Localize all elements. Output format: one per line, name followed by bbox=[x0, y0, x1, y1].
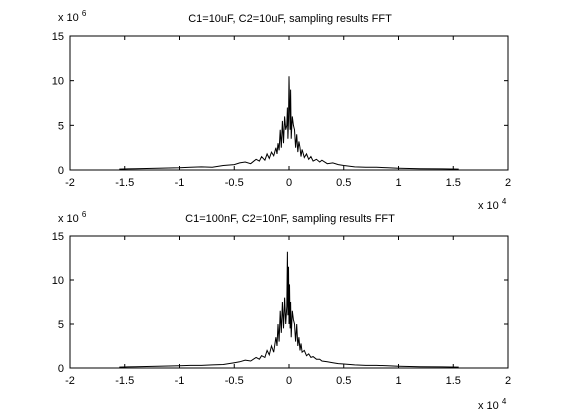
subplot-2-y-tick-label: 5 bbox=[58, 319, 64, 331]
subplot-1-x-tick-label: 0.5 bbox=[336, 177, 351, 189]
subplot-1-title: C1=10uF, C2=10uF, sampling results FFT bbox=[188, 13, 392, 25]
subplot-1-y-tick-label: 10 bbox=[52, 76, 64, 88]
subplot-2-fft-line bbox=[119, 251, 459, 368]
subplot-1-y-tick-label: 15 bbox=[52, 31, 64, 43]
subplot-2-y-multiplier-base: x 10 bbox=[58, 213, 79, 225]
subplot-1-x-tick-label: -2 bbox=[65, 177, 75, 189]
subplot-2-x-multiplier: x 10 4 bbox=[478, 397, 507, 412]
subplot-2-y-multiplier: x 10 6 bbox=[58, 210, 87, 225]
subplot-2-y-tick-label: 15 bbox=[52, 231, 64, 243]
subplot-1-x-tick-label: -1.5 bbox=[115, 177, 134, 189]
subplot-1-y-multiplier-base: x 10 bbox=[58, 12, 79, 24]
subplot-2-y-tick-label: 0 bbox=[58, 363, 64, 375]
subplot-1-x-tick-label: -1 bbox=[175, 177, 185, 189]
subplot-2-x-tick-label: -1.5 bbox=[115, 375, 134, 387]
subplot-1-x-tick-label: 2 bbox=[505, 177, 511, 189]
subplot-2-x-multiplier-exponent: 4 bbox=[502, 397, 507, 406]
subplot-1-x-tick-label: 0 bbox=[286, 177, 292, 189]
subplot-1-x-tick-label: 1 bbox=[395, 177, 401, 189]
subplot-2-x-tick-label: 0.5 bbox=[336, 375, 351, 387]
subplot-1-y-multiplier: x 10 6 bbox=[58, 9, 87, 24]
subplot-1: C1=10uF, C2=10uF, sampling results FFT x… bbox=[52, 9, 511, 212]
subplot-2-x-multiplier-base: x 10 bbox=[478, 400, 499, 412]
subplot-1-x-multiplier-base: x 10 bbox=[478, 200, 499, 212]
subplot-2-x-tick-label: -2 bbox=[65, 375, 75, 387]
subplot-1-x-tick-label: -0.5 bbox=[225, 177, 244, 189]
subplot-2-x-tick-label: 1.5 bbox=[446, 375, 461, 387]
subplot-2: C1=100nF, C2=10nF, sampling results FFT … bbox=[52, 210, 511, 412]
subplot-2-x-tick-label: 1 bbox=[395, 375, 401, 387]
subplot-1-x-multiplier-exponent: 4 bbox=[502, 197, 507, 206]
subplot-1-y-multiplier-exponent: 6 bbox=[82, 9, 87, 18]
subplot-1-y-tick-label: 5 bbox=[58, 120, 64, 132]
subplot-1-x-multiplier: x 10 4 bbox=[478, 197, 507, 212]
subplot-2-y-multiplier-exponent: 6 bbox=[82, 210, 87, 219]
subplot-2-y-tick-label: 10 bbox=[52, 275, 64, 287]
subplot-2-x-tick-label: -1 bbox=[175, 375, 185, 387]
subplot-2-x-tick-label: 2 bbox=[505, 375, 511, 387]
subplot-1-fft-line bbox=[119, 76, 459, 170]
subplot-1-x-tick-label: 1.5 bbox=[446, 177, 461, 189]
subplot-2-x-tick-label: 0 bbox=[286, 375, 292, 387]
subplot-2-x-tick-label: -0.5 bbox=[225, 375, 244, 387]
subplot-1-y-tick-label: 0 bbox=[58, 165, 64, 177]
subplot-2-title: C1=100nF, C2=10nF, sampling results FFT bbox=[185, 213, 395, 225]
